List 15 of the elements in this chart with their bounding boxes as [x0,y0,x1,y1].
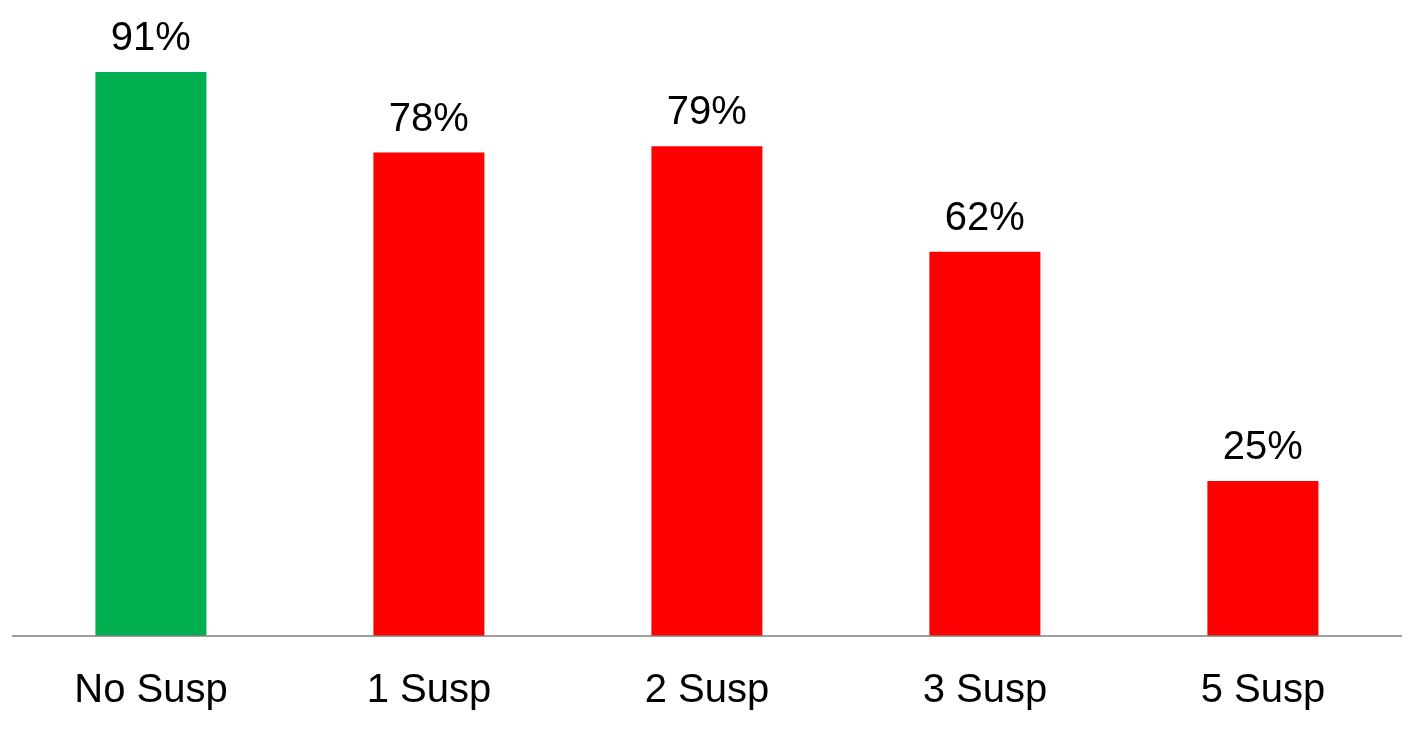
data-label: 25% [1222,423,1303,468]
data-label: 78% [388,94,469,139]
bar [1207,481,1319,636]
bar [95,72,207,636]
x-tick-label: 1 Susp [366,666,492,711]
bar [929,251,1041,636]
bar [373,152,485,636]
x-tick-label: 2 Susp [644,666,770,711]
bar [651,146,763,636]
x-tick-label: 5 Susp [1200,666,1326,711]
data-label: 79% [666,88,747,133]
x-tick-label: 3 Susp [922,666,1048,711]
data-label: 62% [944,193,1025,238]
data-label: 91% [110,14,191,58]
x-tick-label: No Susp [74,666,228,711]
